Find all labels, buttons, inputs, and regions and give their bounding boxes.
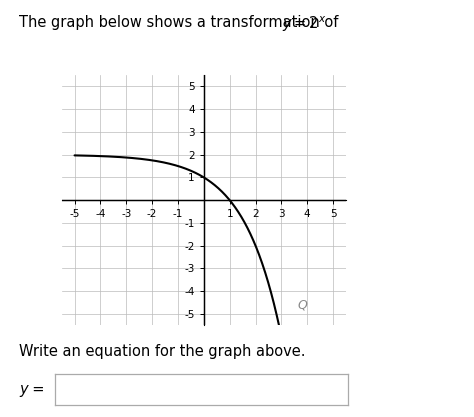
Text: Write an equation for the graph above.: Write an equation for the graph above. [19,344,305,359]
Text: The graph below shows a transformation of: The graph below shows a transformation o… [19,15,343,30]
Text: y =: y = [19,382,45,397]
Text: Q: Q [297,298,307,311]
Text: $y = 2^x$: $y = 2^x$ [282,15,327,34]
